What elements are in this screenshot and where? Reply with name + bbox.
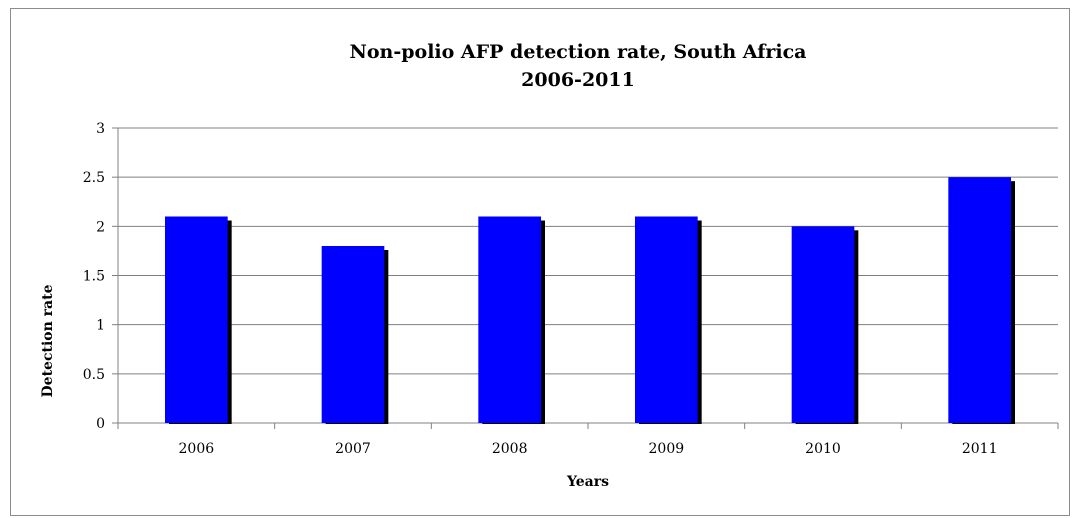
x-tick-label: 2008 — [492, 441, 528, 457]
y-tick-label: 3 — [96, 121, 105, 137]
x-tick-labels: 2006 2007 2008 2009 2010 2011 — [179, 441, 998, 457]
y-tick-labels: 0 0.5 1 1.5 2 2.5 3 — [83, 121, 105, 432]
bar-2010 — [791, 226, 855, 423]
chart-title: Non-polio AFP detection rate, South Afri… — [350, 41, 807, 91]
bar-2008 — [478, 216, 541, 423]
bars — [165, 177, 1015, 424]
bar-2011 — [948, 177, 1011, 423]
chart-title-line-2: 2006-2011 — [521, 69, 635, 91]
y-tick-label: 0 — [96, 416, 105, 432]
gridlines — [112, 127, 1058, 424]
bar-2006 — [165, 216, 228, 423]
y-tick-label: 2.5 — [83, 170, 105, 186]
axes — [117, 128, 1059, 429]
x-tick-label: 2010 — [805, 441, 841, 457]
x-tick-label: 2011 — [962, 441, 998, 457]
chart-title-line-1: Non-polio AFP detection rate, South Afri… — [350, 41, 807, 63]
x-axis-title: Years — [566, 474, 609, 490]
x-tick-label: 2006 — [179, 441, 215, 457]
x-tick-label: 2007 — [335, 441, 371, 457]
chart-frame — [10, 8, 1070, 516]
y-tick-label: 2 — [96, 219, 105, 235]
bar-2007 — [321, 246, 385, 423]
y-tick-label: 1 — [96, 318, 105, 334]
y-tick-label: 0.5 — [83, 367, 105, 383]
x-tick-label: 2009 — [649, 441, 685, 457]
bar-2009 — [635, 216, 698, 423]
y-axis-title: Detection rate — [40, 284, 56, 397]
y-tick-label: 1.5 — [83, 269, 105, 285]
